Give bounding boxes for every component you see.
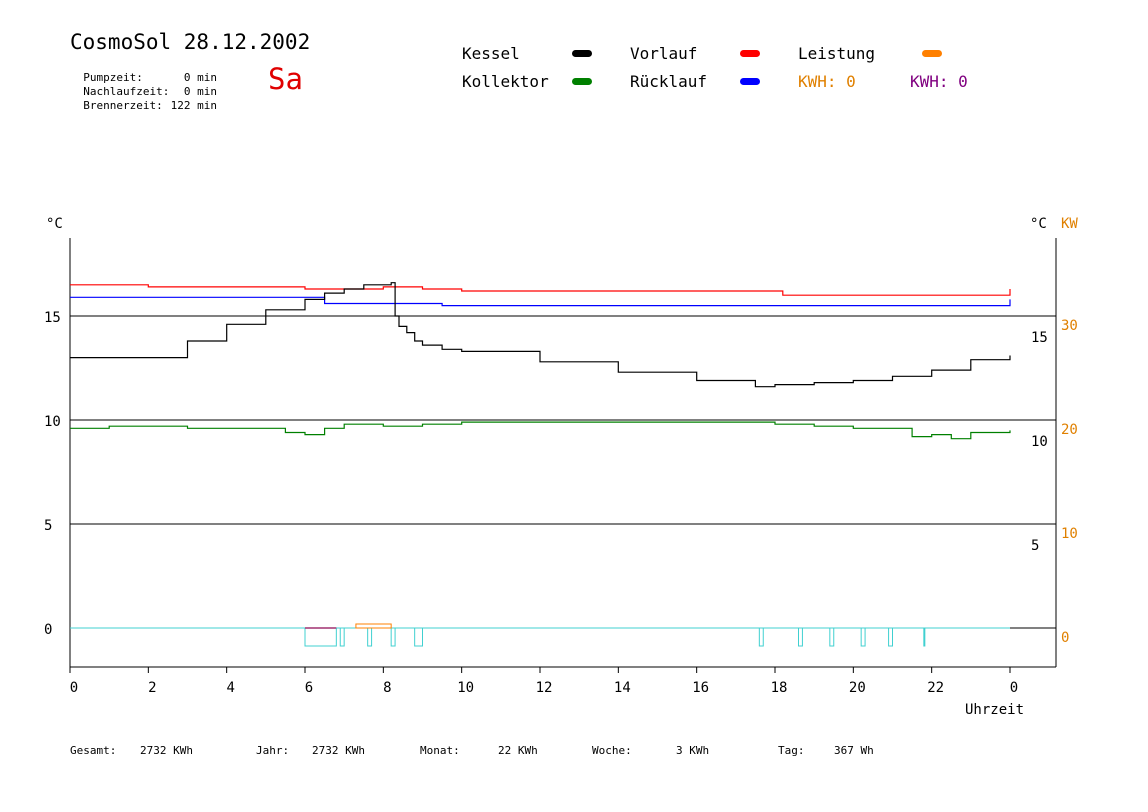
legend-kollektor: Kollektor bbox=[462, 72, 549, 91]
event-marker bbox=[798, 627, 803, 647]
series-kessel bbox=[70, 282, 1011, 388]
x-axis-label: Uhrzeit bbox=[965, 702, 1024, 718]
legend-vorlauf-swatch bbox=[740, 50, 760, 57]
y-tick-label-left: 15 bbox=[44, 310, 61, 326]
stat-brennerzeit: Brennerzeit: 122 min bbox=[70, 86, 217, 112]
event-marker bbox=[829, 627, 835, 647]
series-kollektor bbox=[70, 421, 1011, 440]
event-marker bbox=[390, 627, 396, 647]
x-tick-label: 22 bbox=[927, 680, 944, 696]
stat-label: Nachlaufzeit: bbox=[83, 85, 170, 98]
x-tick-label: 8 bbox=[383, 680, 391, 696]
x-tick-label: 0 bbox=[1010, 680, 1018, 696]
legend-kollektor-swatch bbox=[572, 78, 592, 85]
y-tick-label-kw: 20 bbox=[1061, 422, 1078, 438]
stat-value: 122 min bbox=[170, 99, 217, 112]
y-tick-label-left: 5 bbox=[44, 518, 52, 534]
y-axis-label-left: °C bbox=[46, 216, 63, 232]
footer-tag: Tag: 367 Wh bbox=[778, 744, 874, 757]
y-tick-label-left: 0 bbox=[44, 622, 52, 638]
footer-label: Monat: bbox=[420, 744, 460, 757]
x-tick-label: 16 bbox=[692, 680, 709, 696]
footer-value: 2732 KWh bbox=[312, 744, 365, 757]
footer-label: Gesamt: bbox=[70, 744, 117, 757]
footer-jahr: Jahr: 2732 KWh bbox=[256, 744, 365, 757]
x-tick-label: 4 bbox=[226, 680, 234, 696]
x-tick-label: 0 bbox=[70, 680, 78, 696]
footer-value: 367 Wh bbox=[834, 744, 874, 757]
legend-kessel: Kessel bbox=[462, 44, 520, 63]
y-tick-label-kw: 30 bbox=[1061, 318, 1078, 334]
x-tick-label: 6 bbox=[305, 680, 313, 696]
footer-monat: Monat: 22 KWh bbox=[420, 744, 538, 757]
event-marker bbox=[860, 627, 866, 647]
page-title: CosmoSol 28.12.2002 bbox=[70, 30, 311, 54]
stat-value: 0 min bbox=[183, 85, 217, 98]
legend-leistung: Leistung bbox=[798, 44, 876, 63]
footer-gesamt: Gesamt: 2732 KWh bbox=[70, 744, 193, 757]
y-tick-label-right: 5 bbox=[1031, 538, 1039, 554]
event-marker bbox=[304, 627, 337, 647]
series-vorlauf bbox=[70, 284, 1011, 296]
stat-value: 0 min bbox=[183, 71, 217, 84]
stat-label: Brennerzeit: bbox=[83, 99, 163, 112]
y-tick-label-right: 15 bbox=[1031, 330, 1048, 346]
stat-label: Pumpzeit: bbox=[83, 71, 143, 84]
legend-ruecklauf-swatch bbox=[740, 78, 760, 85]
footer-woche: Woche: 3 KWh bbox=[592, 744, 709, 757]
chart-axes bbox=[69, 238, 1057, 673]
x-tick-label: 20 bbox=[849, 680, 866, 696]
legend-ruecklauf: Rücklauf bbox=[630, 72, 708, 91]
footer-value: 22 KWh bbox=[498, 744, 538, 757]
y-tick-label-right: 10 bbox=[1031, 434, 1048, 450]
series-rcklauf bbox=[70, 296, 1011, 307]
event-marker bbox=[367, 627, 373, 647]
kwh-purple: KWH: 0 bbox=[910, 72, 968, 91]
leistung-marker bbox=[355, 623, 392, 629]
x-tick-label: 14 bbox=[614, 680, 631, 696]
event-marker bbox=[923, 627, 926, 647]
chart-series bbox=[70, 282, 1011, 440]
y-tick-label-kw: 0 bbox=[1061, 630, 1069, 646]
stat-pumpzeit: Pumpzeit: 0 min bbox=[70, 58, 217, 84]
event-marker bbox=[758, 627, 764, 647]
weekday-label: Sa bbox=[268, 62, 303, 96]
footer-label: Woche: bbox=[592, 744, 632, 757]
legend-leistung-swatch bbox=[922, 50, 942, 57]
footer-label: Tag: bbox=[778, 744, 805, 757]
y-tick-label-left: 10 bbox=[44, 414, 61, 430]
footer-value: 2732 KWh bbox=[140, 744, 193, 757]
kwh-orange: KWH: 0 bbox=[798, 72, 856, 91]
event-marker bbox=[339, 627, 345, 647]
stat-nachlaufzeit: Nachlaufzeit: 0 min bbox=[70, 72, 217, 98]
event-marker bbox=[888, 627, 893, 647]
event-marker bbox=[414, 627, 423, 647]
footer-value: 3 KWh bbox=[676, 744, 710, 757]
y-axis-label-kw: KW bbox=[1061, 216, 1078, 232]
chart-labels: 0 2 4 6 8 10 12 14 16 18 20 22 0 15 10 5 0 15 10 5 30 20 10 0 °C… bbox=[44, 216, 1078, 718]
x-tick-label: 12 bbox=[536, 680, 553, 696]
legend-vorlauf: Vorlauf bbox=[630, 44, 698, 63]
x-tick-label: 2 bbox=[148, 680, 156, 696]
x-tick-label: 10 bbox=[457, 680, 474, 696]
chart-event-markers bbox=[304, 623, 926, 647]
x-tick-label: 18 bbox=[771, 680, 788, 696]
y-axis-label-right: °C bbox=[1030, 216, 1047, 232]
y-tick-label-kw: 10 bbox=[1061, 526, 1078, 542]
legend-kessel-swatch bbox=[572, 50, 592, 57]
footer-label: Jahr: bbox=[256, 744, 290, 757]
